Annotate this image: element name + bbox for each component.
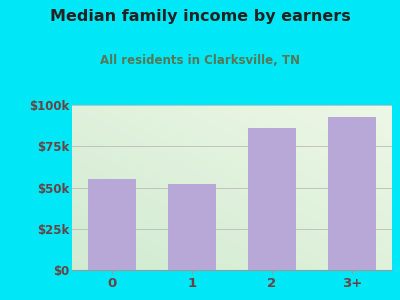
Text: All residents in Clarksville, TN: All residents in Clarksville, TN: [100, 54, 300, 67]
Bar: [88, 179, 136, 270]
Bar: [248, 128, 296, 270]
Bar: [168, 184, 216, 270]
Text: Median family income by earners: Median family income by earners: [50, 9, 350, 24]
Bar: [328, 116, 376, 270]
